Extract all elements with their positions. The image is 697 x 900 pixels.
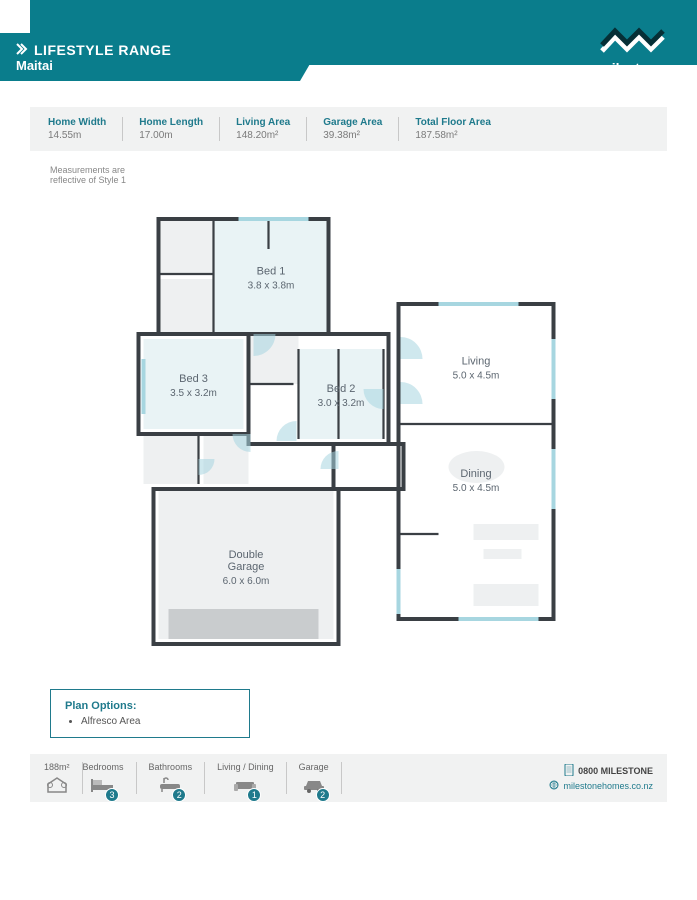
svg-text:3.0 x 3.2m: 3.0 x 3.2m	[318, 398, 365, 409]
brand-sub: HOMES	[597, 76, 667, 83]
plan-option: Alfresco Area	[81, 716, 235, 727]
plan-options-list: Alfresco Area	[65, 716, 235, 727]
car-icon: 2	[302, 776, 326, 794]
chevron-icon	[16, 42, 28, 58]
sofa-icon: 1	[233, 776, 257, 794]
svg-text:Garage: Garage	[228, 561, 265, 573]
range-label: LIFESTYLE RANGE	[34, 42, 171, 58]
svg-text:Bed 2: Bed 2	[327, 383, 356, 395]
stat: Home Length17.00m	[123, 117, 220, 141]
svg-text:Living: Living	[462, 356, 491, 368]
phone-icon	[564, 764, 574, 778]
stat: Living Area148.20m²	[220, 117, 307, 141]
header-banner: LIFESTYLE RANGE Maitai milestone HOMES	[30, 25, 667, 87]
svg-text:6.0 x 6.0m: 6.0 x 6.0m	[223, 576, 270, 587]
house-icon	[45, 776, 69, 794]
count-badge: 2	[316, 788, 330, 802]
floorplan: Bed 1 3.8 x 3.8m Bed 3 3.5 x 3.2m Bed 2 3.0 x…	[30, 189, 667, 679]
plan-options-box: Plan Options: Alfresco Area	[50, 689, 250, 738]
range-banner: LIFESTYLE RANGE Maitai	[0, 33, 300, 81]
svg-text:5.0 x 4.5m: 5.0 x 4.5m	[453, 371, 500, 382]
svg-text:Dining: Dining	[460, 468, 491, 480]
svg-text:3.5 x 3.2m: 3.5 x 3.2m	[170, 388, 217, 399]
bath-icon: 2	[158, 776, 182, 794]
brand-name: milestone	[597, 60, 667, 76]
footer-area: 188m²	[44, 762, 83, 794]
footer-stat: Living / Dining 1	[205, 762, 287, 794]
model-name: Maitai	[16, 58, 284, 73]
svg-text:Bed 1: Bed 1	[257, 266, 286, 278]
svg-text:Bed 3: Bed 3	[179, 373, 208, 385]
stat: Home Width14.55m	[48, 117, 123, 141]
footer-contact: 0800 MILESTONE milestonehomes.co.nz	[549, 764, 653, 792]
phone-text: 0800 MILESTONE	[578, 766, 653, 776]
plan-options-title: Plan Options:	[65, 700, 235, 712]
count-badge: 2	[172, 788, 186, 802]
bed-icon: 3	[91, 776, 115, 794]
stats-strip: Home Width14.55mHome Length17.00mLiving …	[30, 107, 667, 151]
footer-stat: Bedrooms 3	[83, 762, 137, 794]
count-badge: 3	[105, 788, 119, 802]
svg-text:3.8 x 3.8m: 3.8 x 3.8m	[248, 281, 295, 292]
count-badge: 1	[247, 788, 261, 802]
svg-text:5.0 x 4.5m: 5.0 x 4.5m	[453, 483, 500, 494]
globe-icon	[549, 780, 559, 792]
website-text: milestonehomes.co.nz	[563, 781, 653, 791]
footer-stat: Garage 2	[287, 762, 342, 794]
stat: Garage Area39.38m²	[307, 117, 399, 141]
measurement-note: Measurements arereflective of Style 1	[50, 165, 667, 185]
footer-strip: 188m² Bedrooms 3 Bathrooms 2 Living / Di…	[30, 754, 667, 802]
footer-stat: Bathrooms 2	[137, 762, 206, 794]
svg-text:Double: Double	[229, 549, 264, 561]
stat: Total Floor Area187.58m²	[399, 117, 507, 141]
brand-logo: milestone HOMES	[597, 25, 667, 83]
